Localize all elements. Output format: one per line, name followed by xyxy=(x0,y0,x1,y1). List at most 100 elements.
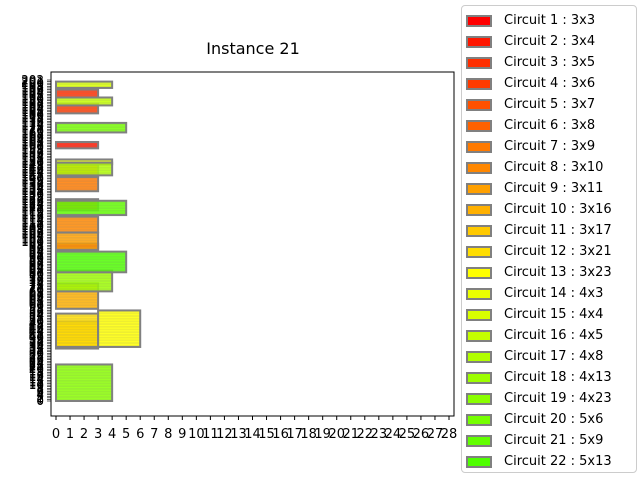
legend-label: Circuit 6 : 3x8 xyxy=(504,118,596,133)
y-tick-label: 200 xyxy=(21,76,44,90)
y-tick-label: 67 xyxy=(29,288,44,302)
legend-item: Circuit 19 : 4x23 xyxy=(466,388,612,409)
y-tick-label: 26 xyxy=(29,353,44,367)
y-tick-label: 69 xyxy=(29,284,44,298)
y-tick-label: 90 xyxy=(29,251,44,265)
legend-swatch xyxy=(466,287,492,300)
y-tick-label: 78 xyxy=(29,270,44,284)
y-tick-label: 64 xyxy=(29,292,44,306)
x-tick-label: 12 xyxy=(216,427,233,442)
y-tick-label: 183 xyxy=(21,103,44,117)
y-tick-label: 127 xyxy=(21,192,44,206)
y-tick-label: 163 xyxy=(21,135,44,149)
y-tick-label: 91 xyxy=(29,249,44,263)
x-tick-label: 19 xyxy=(314,427,331,442)
x-tick-label: 11 xyxy=(202,427,219,442)
y-tick-label: 150 xyxy=(21,156,44,170)
y-tick-label: 19 xyxy=(29,364,44,378)
y-tick-label: 189 xyxy=(21,94,44,108)
legend-item: Circuit 5 : 3x7 xyxy=(466,94,595,115)
y-tick-label: 62 xyxy=(29,295,44,309)
y-tick-label: 174 xyxy=(21,117,44,131)
y-tick-label: 155 xyxy=(21,148,44,162)
y-tick-label: 14 xyxy=(29,372,44,386)
y-tick-label: 75 xyxy=(29,275,44,289)
y-axis-ticks: 0123456789101112131415161718192021222324… xyxy=(21,73,51,408)
circuit-bar-19 xyxy=(55,363,114,403)
y-tick-label: 45 xyxy=(29,322,44,336)
legend-label: Circuit 10 : 3x16 xyxy=(504,202,612,217)
y-tick-label: 192 xyxy=(21,89,44,103)
y-tick-label: 125 xyxy=(21,195,44,209)
legend-label: Circuit 5 : 3x7 xyxy=(504,97,596,112)
y-tick-label: 160 xyxy=(21,140,44,154)
y-tick-label: 170 xyxy=(21,124,44,138)
y-tick-label: 134 xyxy=(21,181,44,195)
y-tick-label: 130 xyxy=(21,187,44,201)
y-tick-label: 114 xyxy=(21,213,44,227)
y-tick-label: 161 xyxy=(21,138,44,152)
y-tick-label: 198 xyxy=(21,79,44,93)
legend-label: Circuit 20 : 5x6 xyxy=(504,412,604,427)
y-tick-label: 81 xyxy=(29,265,44,279)
y-tick-label: 176 xyxy=(21,114,44,128)
legend-item: Circuit 20 : 5x6 xyxy=(466,409,603,430)
x-tick-label: 22 xyxy=(357,427,374,442)
legend-label: Circuit 15 : 4x4 xyxy=(504,307,604,322)
legend-label: Circuit 21 : 5x9 xyxy=(504,433,604,448)
y-tick-label: 101 xyxy=(21,234,44,248)
y-tick-label: 79 xyxy=(29,268,44,282)
y-tick-label: 59 xyxy=(29,300,44,314)
y-tick-label: 121 xyxy=(21,202,44,216)
legend-swatch xyxy=(466,413,492,426)
y-tick-label: 154 xyxy=(21,149,44,163)
legend-swatch xyxy=(466,308,492,321)
y-tick-label: 36 xyxy=(29,337,44,351)
y-tick-label: 40 xyxy=(29,330,44,344)
y-tick-label: 186 xyxy=(21,98,44,112)
legend-swatch xyxy=(466,140,492,153)
legend-label: Circuit 16 : 4x5 xyxy=(504,328,604,343)
x-tick-label: 14 xyxy=(244,427,261,442)
x-tick-label: 0 xyxy=(52,427,60,442)
y-tick-label: 148 xyxy=(21,159,44,173)
y-tick-label: 164 xyxy=(21,133,44,147)
y-tick-label: 104 xyxy=(21,229,44,243)
y-tick-label: 57 xyxy=(29,303,44,317)
y-tick-label: 108 xyxy=(21,222,44,236)
y-tick-label: 123 xyxy=(21,199,44,213)
y-tick-label: 138 xyxy=(21,175,44,189)
y-tick-label: 132 xyxy=(21,184,44,198)
y-tick-label: 181 xyxy=(21,106,44,120)
y-tick-label: 184 xyxy=(21,102,44,116)
circuit-bar-9 xyxy=(55,231,100,252)
y-tick-label: 46 xyxy=(29,321,44,335)
y-tick-label: 4 xyxy=(36,388,44,402)
legend-label: Circuit 13 : 3x23 xyxy=(504,265,612,280)
y-tick-label: 113 xyxy=(21,214,44,228)
legend-item: Circuit 6 : 3x8 xyxy=(466,115,595,136)
y-tick-label: 63 xyxy=(29,294,44,308)
y-tick-label: 50 xyxy=(29,315,44,329)
y-tick-label: 179 xyxy=(21,110,44,124)
y-tick-label: 147 xyxy=(21,160,44,174)
legend-item: Circuit 18 : 4x13 xyxy=(466,367,612,388)
y-tick-label: 23 xyxy=(29,357,44,371)
y-tick-label: 66 xyxy=(29,289,44,303)
x-axis-ticks: 0 1 2 3 4 5 6 7 8 9 101112131415161718192021222324… xyxy=(52,416,457,442)
y-tick-label: 159 xyxy=(21,141,44,155)
legend-label: Circuit 22 : 5x13 xyxy=(504,454,612,469)
y-tick-label: 103 xyxy=(21,230,44,244)
legend-swatch xyxy=(466,434,492,447)
y-tick-label: 10 xyxy=(29,378,44,392)
y-tick-label: 165 xyxy=(21,132,44,146)
y-tick-label: 87 xyxy=(29,256,44,270)
y-tick-label: 97 xyxy=(29,240,44,254)
legend-label: Circuit 12 : 3x21 xyxy=(504,244,612,259)
y-tick-label: 54 xyxy=(29,308,44,322)
y-tick-label: 177 xyxy=(21,113,44,127)
y-tick-label: 180 xyxy=(21,108,44,122)
y-tick-label: 140 xyxy=(21,172,44,186)
legend-item: Circuit 11 : 3x17 xyxy=(466,220,612,241)
y-tick-label: 196 xyxy=(21,83,44,97)
